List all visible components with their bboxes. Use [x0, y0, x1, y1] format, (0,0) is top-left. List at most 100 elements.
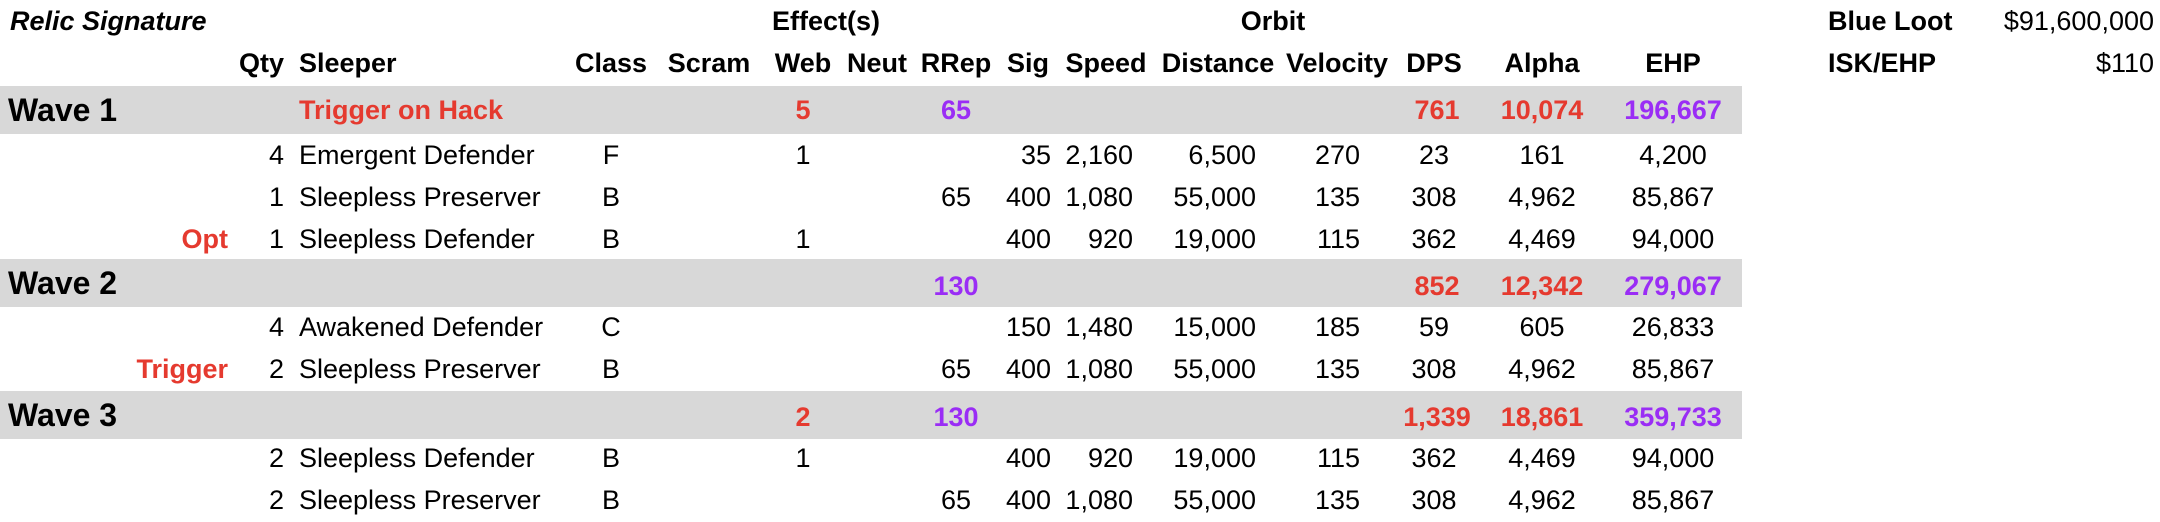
qty-header: Qty: [238, 48, 284, 78]
cell-sig: 400: [1005, 485, 1051, 515]
scram-header: Scram: [667, 48, 751, 78]
cell-sleeper: Sleepless Defender: [299, 224, 535, 254]
cell-speed: 1,080: [1065, 182, 1133, 212]
cell-ehp: 94,000: [1631, 224, 1715, 254]
cell-velocity: 135: [1314, 485, 1360, 515]
cell-alpha: 4,962: [1508, 354, 1576, 384]
cell-sig: 400: [1005, 354, 1051, 384]
wave-2-label: Wave 2: [8, 265, 118, 301]
wave-3-rrep-total: 130: [933, 402, 979, 432]
cell-speed: 920: [1087, 443, 1133, 473]
cell-distance: 15,000: [1173, 312, 1256, 342]
cell-class: B: [601, 224, 621, 254]
cell-web: 1: [795, 140, 811, 170]
cell-sig: 400: [1005, 182, 1051, 212]
effects-group-header: Effect(s): [771, 6, 881, 36]
cell-qty: 2: [268, 354, 284, 384]
cell-ehp: 94,000: [1631, 443, 1715, 473]
cell-velocity: 185: [1314, 312, 1360, 342]
wave-2-alpha-total: 12,342: [1500, 271, 1584, 301]
dps-header: DPS: [1406, 48, 1462, 78]
isk-ehp-value: $110: [2095, 48, 2154, 78]
wave-1-note: Trigger on Hack: [299, 95, 504, 125]
cell-dps: 308: [1411, 182, 1457, 212]
cell-ehp: 85,867: [1631, 182, 1715, 212]
wave-1-web-total: 5: [795, 95, 811, 125]
sheet-title: Relic Signature: [10, 6, 207, 36]
cell-distance: 19,000: [1173, 443, 1256, 473]
cell-velocity: 115: [1316, 443, 1360, 473]
cell-sig: 150: [1005, 312, 1051, 342]
cell-sig: 400: [1005, 443, 1051, 473]
cell-rrep: 65: [940, 354, 972, 384]
cell-distance: 55,000: [1173, 354, 1256, 384]
cell-sleeper: Emergent Defender: [299, 140, 535, 170]
wave-1-band: [0, 86, 1742, 134]
cell-ehp: 26,833: [1631, 312, 1715, 342]
wave-1-label: Wave 1: [8, 92, 118, 128]
cell-distance: 55,000: [1173, 485, 1256, 515]
wave-1-dps-total: 761: [1414, 95, 1460, 125]
wave-1-rrep-total: 65: [940, 95, 972, 125]
cell-web: 1: [795, 224, 811, 254]
cell-dps: 362: [1411, 443, 1457, 473]
cell-ehp: 85,867: [1631, 485, 1715, 515]
cell-class: C: [601, 312, 621, 342]
neut-header: Neut: [847, 48, 907, 78]
cell-qty: 1: [268, 224, 284, 254]
cell-class: F: [602, 140, 620, 170]
wave-1-ehp-total: 196,667: [1624, 95, 1722, 125]
cell-velocity: 135: [1314, 354, 1360, 384]
web-header: Web: [774, 48, 832, 78]
cell-ehp: 85,867: [1631, 354, 1715, 384]
cell-speed: 1,480: [1065, 312, 1133, 342]
wave-3-band: [0, 391, 1742, 439]
cell-sleeper: Sleepless Defender: [299, 443, 535, 473]
isk-ehp-label: ISK/EHP: [1828, 48, 1937, 78]
class-header: Class: [574, 48, 648, 78]
speed-header: Speed: [1065, 48, 1147, 78]
cell-qty: 4: [268, 312, 284, 342]
cell-velocity: 135: [1314, 182, 1360, 212]
cell-class: B: [601, 443, 621, 473]
cell-sig: 400: [1005, 224, 1051, 254]
cell-alpha: 161: [1519, 140, 1565, 170]
blue-loot-value: $91,600,000: [2003, 6, 2154, 36]
distance-header: Distance: [1161, 48, 1275, 78]
cell-sleeper: Sleepless Preserver: [299, 485, 541, 515]
cell-rrep: 65: [940, 485, 972, 515]
cell-class: B: [601, 182, 621, 212]
cell-alpha: 605: [1519, 312, 1565, 342]
cell-sig: 35: [1020, 140, 1051, 170]
cell-alpha: 4,469: [1508, 443, 1576, 473]
blue-loot-label: Blue Loot: [1828, 6, 1953, 36]
wave-2-dps-total: 852: [1414, 271, 1460, 301]
wave-2-rrep-total: 130: [933, 271, 979, 301]
cell-qty: 2: [268, 443, 284, 473]
cell-qty: 2: [268, 485, 284, 515]
cell-class: B: [601, 485, 621, 515]
cell-distance: 19,000: [1173, 224, 1256, 254]
sleeper-header: Sleeper: [299, 48, 397, 78]
cell-dps: 59: [1418, 312, 1450, 342]
cell-web: 1: [795, 443, 811, 473]
orbit-group-header: Orbit: [1240, 6, 1306, 36]
cell-dps: 308: [1411, 485, 1457, 515]
cell-qty: 1: [268, 182, 284, 212]
cell-sleeper: Sleepless Preserver: [299, 354, 541, 384]
cell-speed: 1,080: [1065, 354, 1133, 384]
cell-qty: 4: [268, 140, 284, 170]
cell-dps: 308: [1411, 354, 1457, 384]
wave-2-band: [0, 259, 1742, 307]
cell-tag: Opt: [181, 224, 229, 254]
cell-tag: Trigger: [136, 354, 228, 384]
cell-alpha: 4,962: [1508, 182, 1576, 212]
wave-3-label: Wave 3: [8, 397, 118, 433]
rrep-header: RRep: [920, 48, 992, 78]
cell-rrep: 65: [940, 182, 972, 212]
cell-dps: 362: [1411, 224, 1457, 254]
cell-sleeper: Awakened Defender: [299, 312, 544, 342]
alpha-header: Alpha: [1504, 48, 1580, 78]
cell-distance: 6,500: [1188, 140, 1256, 170]
velocity-header: Velocity: [1285, 48, 1389, 78]
